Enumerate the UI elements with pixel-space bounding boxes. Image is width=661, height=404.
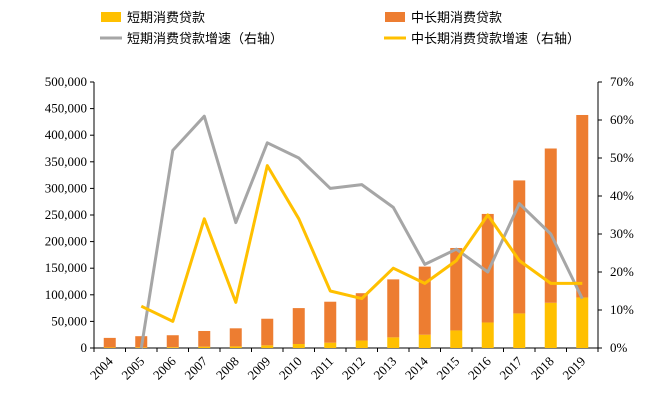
y2-tick-label: 50% bbox=[610, 150, 634, 165]
bar-long-term bbox=[324, 301, 337, 343]
y-tick-label: 450,000 bbox=[45, 101, 87, 116]
legend-label-short-line: 短期消费贷款增速（右轴） bbox=[127, 32, 283, 47]
legend-label-short-bar: 短期消费贷款 bbox=[127, 11, 205, 26]
bar-short-term bbox=[450, 330, 463, 348]
bar-long-term bbox=[229, 328, 242, 347]
y2-tick-label: 70% bbox=[610, 74, 634, 89]
bar-long-term bbox=[355, 293, 368, 341]
bar-long-term bbox=[292, 308, 305, 345]
x-tick-label: 2018 bbox=[528, 354, 557, 383]
x-tick-label: 2014 bbox=[402, 353, 431, 382]
bar-short-term bbox=[418, 334, 431, 348]
y-tick-label: 50,000 bbox=[51, 313, 87, 328]
x-tick-label: 2008 bbox=[213, 354, 242, 383]
bar-short-term bbox=[261, 345, 274, 348]
bar-short-term bbox=[198, 346, 211, 348]
y2-tick-label: 30% bbox=[610, 226, 634, 241]
y2-tick-label: 10% bbox=[610, 302, 634, 317]
bar-long-term bbox=[576, 114, 589, 298]
x-tick-label: 2005 bbox=[118, 354, 147, 383]
bar-long-term bbox=[481, 213, 494, 323]
y-tick-label: 500,000 bbox=[45, 74, 87, 89]
y2-tick-label: 20% bbox=[610, 264, 634, 279]
y-tick-label: 350,000 bbox=[45, 154, 87, 169]
bar-long-term bbox=[387, 279, 400, 338]
bar-short-term bbox=[355, 340, 368, 348]
bar-long-term bbox=[261, 318, 274, 346]
x-tick-label: 2006 bbox=[150, 353, 179, 382]
bar-short-term bbox=[576, 297, 589, 348]
line-long-term-growth bbox=[140, 164, 583, 323]
x-tick-label: 2012 bbox=[339, 354, 368, 383]
x-tick-label: 2015 bbox=[433, 354, 462, 383]
bar-short-term bbox=[544, 302, 557, 348]
x-tick-label: 2007 bbox=[181, 353, 210, 382]
x-tick-label: 2017 bbox=[496, 353, 525, 382]
y-tick-label: 100,000 bbox=[45, 287, 87, 302]
bar-short-term bbox=[324, 342, 337, 348]
bar-long-term bbox=[198, 330, 211, 347]
bar-long-term bbox=[513, 180, 526, 314]
y2-tick-label: 0% bbox=[610, 340, 628, 355]
x-tick-label: 2009 bbox=[244, 354, 273, 383]
bar-long-term bbox=[544, 148, 557, 303]
bar-short-term bbox=[229, 346, 242, 348]
y-tick-label: 0 bbox=[81, 340, 88, 355]
y2-tick-label: 60% bbox=[610, 112, 634, 127]
y-tick-label: 400,000 bbox=[45, 127, 87, 142]
y-tick-label: 250,000 bbox=[45, 207, 87, 222]
bar-short-term bbox=[103, 347, 116, 348]
bar-short-term bbox=[292, 344, 305, 348]
bar-short-term bbox=[166, 347, 179, 348]
x-tick-label: 2019 bbox=[559, 354, 588, 383]
x-tick-label: 2016 bbox=[465, 353, 494, 382]
bars bbox=[103, 114, 589, 348]
bar-short-term bbox=[513, 313, 526, 348]
legend: 短期消费贷款 中长期消费贷款 短期消费贷款增速（右轴） 中长期消费贷款增速（右轴… bbox=[100, 11, 580, 47]
bar-long-term bbox=[450, 247, 463, 331]
legend-label-long-bar: 中长期消费贷款 bbox=[411, 11, 502, 26]
x-tick-label: 2011 bbox=[308, 354, 337, 383]
line-short-term-growth bbox=[139, 114, 584, 349]
bar-short-term bbox=[481, 322, 494, 348]
y-tick-label: 150,000 bbox=[45, 260, 87, 275]
y2-tick-label: 40% bbox=[610, 188, 634, 203]
x-tick-label: 2013 bbox=[370, 354, 399, 383]
x-tick-label: 2004 bbox=[87, 353, 116, 382]
legend-swatch-short-bar bbox=[101, 12, 121, 22]
legend-label-long-line: 中长期消费贷款增速（右轴） bbox=[411, 32, 580, 47]
bar-long-term bbox=[166, 335, 179, 348]
bar-long-term bbox=[418, 266, 431, 335]
bar-long-term bbox=[103, 337, 116, 348]
y-tick-label: 300,000 bbox=[45, 180, 87, 195]
lines bbox=[139, 114, 584, 349]
legend-swatch-long-bar bbox=[385, 12, 405, 22]
y-tick-label: 200,000 bbox=[45, 234, 87, 249]
x-tick-label: 2010 bbox=[276, 354, 305, 383]
bar-short-term bbox=[387, 337, 400, 348]
